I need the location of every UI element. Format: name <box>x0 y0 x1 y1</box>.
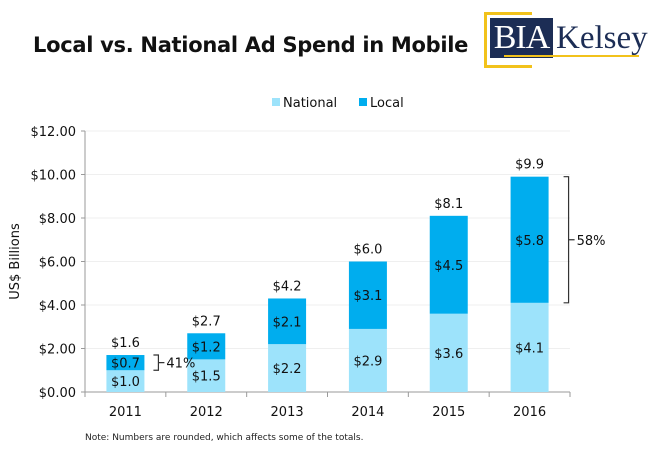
y-tick-label: $12.00 <box>31 125 77 140</box>
total-label: $9.9 <box>515 158 544 173</box>
y-tick-label: $6.00 <box>39 256 76 271</box>
bar-national <box>187 359 226 392</box>
chart-title: Local vs. National Ad Spend in Mobile <box>33 33 469 57</box>
y-tick-label: $4.00 <box>39 299 76 314</box>
y-tick-label: $2.00 <box>39 343 76 358</box>
segment-label: $2.1 <box>273 315 302 330</box>
legend: National Local <box>272 96 404 111</box>
bia-kelsey-logo: BIA Kelsey <box>484 12 648 72</box>
bar-local <box>429 215 468 314</box>
x-tick-label: 2014 <box>351 405 384 420</box>
total-label: $1.6 <box>111 336 140 351</box>
axes: $0.00 $2.00 $4.00 $6.00 $8.00 $10.00 $12.00 201… <box>8 125 571 420</box>
y-tick-label: $8.00 <box>39 212 76 227</box>
legend-label: Local <box>370 96 404 111</box>
bracket <box>563 176 575 304</box>
segment-label: $1.5 <box>192 370 221 385</box>
y-axis-label: US$ Billions <box>8 223 23 300</box>
legend-swatch-national <box>272 98 280 106</box>
legend-swatch-local <box>359 98 367 106</box>
y-tick-label: $10.00 <box>31 169 77 184</box>
segment-label: $3.6 <box>434 347 463 362</box>
bars <box>106 176 549 392</box>
total-label: $2.7 <box>192 314 221 329</box>
x-tick-label: 2013 <box>271 405 304 420</box>
bar-national <box>429 313 468 392</box>
total-label: $6.0 <box>353 243 382 258</box>
x-tick-label: 2011 <box>109 405 142 420</box>
legend-label: National <box>283 96 337 111</box>
x-tick-label: 2015 <box>432 405 465 420</box>
logo-underline <box>504 55 639 57</box>
segment-label: $0.7 <box>111 357 140 372</box>
share-annotation: 58% <box>577 234 606 249</box>
segment-label: $4.1 <box>515 341 544 356</box>
segment-label: $5.8 <box>515 234 544 249</box>
gridlines <box>85 130 570 349</box>
y-tick-label: $0.00 <box>39 386 76 401</box>
total-label: $4.2 <box>273 279 302 294</box>
bar-national <box>348 328 387 392</box>
x-tick-label: 2016 <box>513 405 546 420</box>
segment-label: $4.5 <box>434 259 463 274</box>
segment-label: $1.2 <box>192 340 221 355</box>
bar-national <box>510 302 549 392</box>
segment-label: $3.1 <box>353 289 382 304</box>
segment-label: $1.0 <box>111 375 140 390</box>
bar-local <box>268 298 307 345</box>
bar-local <box>348 261 387 329</box>
share-annotation: 41% <box>166 357 195 372</box>
bar-local <box>106 355 145 371</box>
logo-gold-frame <box>484 12 532 68</box>
logo-kelsey-text: Kelsey <box>556 20 648 56</box>
segment-label: $2.9 <box>353 354 382 369</box>
bar-national <box>268 344 307 392</box>
x-tick-label: 2012 <box>190 405 223 420</box>
footnote: Note: Numbers are rounded, which affects… <box>85 433 364 443</box>
segment-label: $2.2 <box>273 362 302 377</box>
bar-local <box>187 333 226 360</box>
bracket <box>153 354 165 371</box>
bar-local <box>510 176 549 303</box>
logo-bia-box: BIA <box>490 18 553 58</box>
total-label: $8.1 <box>434 197 463 212</box>
bar-national <box>106 370 145 392</box>
annotations: 41% 58% <box>153 176 606 372</box>
data-labels: $1.0 $0.7 $1.6 $1.5 $1.2 $2.7 $2.2 $2.1 $4.2 $2.9… <box>111 158 544 390</box>
